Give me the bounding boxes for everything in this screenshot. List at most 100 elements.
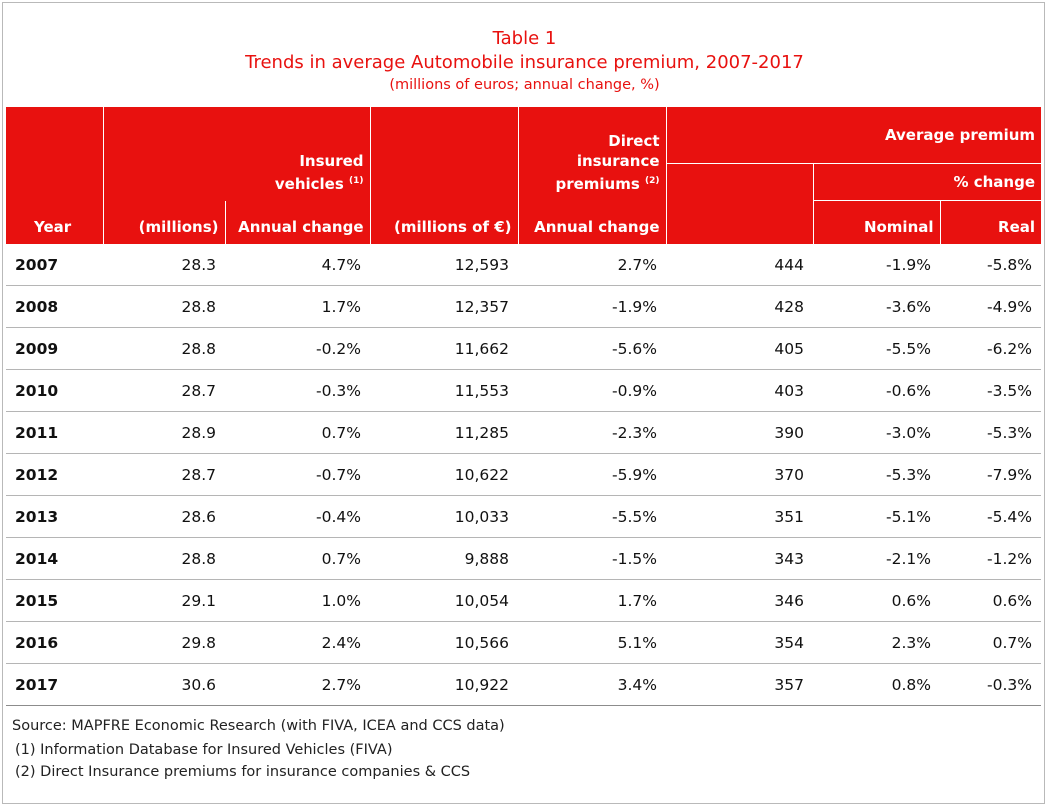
cell-year: 2010 — [6, 369, 103, 412]
cell-avg-premium: 354 — [666, 621, 814, 664]
cell-premiums: 10,566 — [370, 621, 519, 664]
cell-premiums: 12,357 — [370, 285, 519, 328]
cell-premiums: 11,285 — [370, 411, 519, 454]
cell-vehicles: 29.8 — [103, 621, 225, 664]
header-nominal: Nominal — [813, 200, 941, 244]
cell-nominal-change: 2.3% — [813, 621, 941, 664]
cell-avg-premium: 351 — [666, 495, 814, 538]
cell-real-change: -7.9% — [940, 453, 1042, 496]
cell-premiums-change: -5.9% — [518, 453, 667, 496]
cell-year: 2016 — [6, 621, 103, 664]
cell-nominal-change: 0.8% — [813, 663, 941, 706]
cell-premiums-change: 5.1% — [518, 621, 667, 664]
cell-nominal-change: -5.5% — [813, 327, 941, 370]
cell-vehicles-change: 1.7% — [225, 285, 371, 328]
table-number: Table 1 — [492, 28, 557, 49]
cell-year: 2017 — [6, 663, 103, 706]
table-row: 2008 28.8 1.7% 12,357 -1.9% 428 -3.6% -4.9% — [6, 285, 1042, 328]
cell-vehicles: 28.7 — [103, 369, 225, 412]
cell-vehicles: 28.8 — [103, 537, 225, 580]
cell-premiums-change: 2.7% — [518, 244, 667, 286]
cell-real-change: -5.3% — [940, 411, 1042, 454]
cell-vehicles-change: 1.0% — [225, 579, 371, 622]
cell-year: 2014 — [6, 537, 103, 580]
header-real: Real — [940, 200, 1042, 244]
cell-vehicles: 28.6 — [103, 495, 225, 538]
cell-real-change: -1.2% — [940, 537, 1042, 580]
cell-vehicles-change: 0.7% — [225, 537, 371, 580]
cell-premiums: 9,888 — [370, 537, 519, 580]
cell-avg-premium: 370 — [666, 453, 814, 496]
cell-premiums: 10,033 — [370, 495, 519, 538]
table-row: 2009 28.8 -0.2% 11,662 -5.6% 405 -5.5% -6.2% — [6, 327, 1042, 370]
cell-vehicles: 29.1 — [103, 579, 225, 622]
table-row: 2013 28.6 -0.4% 10,033 -5.5% 351 -5.1% -5.4% — [6, 495, 1042, 538]
cell-real-change: 0.6% — [940, 579, 1042, 622]
cell-premiums-change: -5.6% — [518, 327, 667, 370]
cell-real-change: 0.7% — [940, 621, 1042, 664]
footnote-1: (1) Information Database for Insured Veh… — [15, 742, 393, 758]
cell-real-change: -0.3% — [940, 663, 1042, 706]
cell-premiums: 10,622 — [370, 453, 519, 496]
table-title: Trends in average Automobile insurance p… — [245, 52, 804, 73]
cell-year: 2008 — [6, 285, 103, 328]
cell-vehicles-change: -0.2% — [225, 327, 371, 370]
cell-vehicles: 30.6 — [103, 663, 225, 706]
cell-year: 2011 — [6, 411, 103, 454]
cell-premiums: 10,054 — [370, 579, 519, 622]
source-note: Source: MAPFRE Economic Research (with F… — [12, 718, 505, 734]
header-millions: (millions) — [103, 200, 226, 244]
header-average-premium: Average premium — [666, 107, 1042, 164]
cell-year: 2015 — [6, 579, 103, 622]
cell-avg-premium: 405 — [666, 327, 814, 370]
cell-premiums-change: -1.9% — [518, 285, 667, 328]
table-body: 2007 28.3 4.7% 12,593 2.7% 444 -1.9% -5.8% 2008 2… — [6, 244, 1042, 706]
table-row: 2017 30.6 2.7% 10,922 3.4% 357 0.8% -0.3% — [6, 663, 1042, 706]
cell-avg-premium: 444 — [666, 244, 814, 286]
cell-premiums-change: -5.5% — [518, 495, 667, 538]
table-row: 2015 29.1 1.0% 10,054 1.7% 346 0.6% 0.6% — [6, 579, 1042, 622]
cell-year: 2013 — [6, 495, 103, 538]
table-row: 2016 29.8 2.4% 10,566 5.1% 354 2.3% 0.7% — [6, 621, 1042, 664]
cell-nominal-change: -3.0% — [813, 411, 941, 454]
cell-avg-premium: 357 — [666, 663, 814, 706]
cell-real-change: -5.8% — [940, 244, 1042, 286]
cell-vehicles-change: -0.7% — [225, 453, 371, 496]
cell-premiums-change: 1.7% — [518, 579, 667, 622]
table-notes: Source: MAPFRE Economic Research (with F… — [12, 715, 505, 782]
cell-premiums-change: -0.9% — [518, 369, 667, 412]
cell-vehicles-change: 0.7% — [225, 411, 371, 454]
cell-premiums: 12,593 — [370, 244, 519, 286]
table-row: 2010 28.7 -0.3% 11,553 -0.9% 403 -0.6% -3.5% — [6, 369, 1042, 412]
cell-avg-premium: 428 — [666, 285, 814, 328]
header-pct-change: % change — [813, 163, 1042, 201]
cell-nominal-change: 0.6% — [813, 579, 941, 622]
table-titles: Table 1 Trends in average Automobile ins… — [3, 27, 1046, 95]
header-direct-premiums: Direct insurance premiums (2) — [518, 107, 667, 201]
cell-vehicles: 28.7 — [103, 453, 225, 496]
cell-premiums-change: -2.3% — [518, 411, 667, 454]
header-in-euros-top — [666, 163, 814, 244]
cell-avg-premium: 390 — [666, 411, 814, 454]
cell-nominal-change: -5.1% — [813, 495, 941, 538]
cell-avg-premium: 343 — [666, 537, 814, 580]
cell-nominal-change: -1.9% — [813, 244, 941, 286]
cell-vehicles: 28.8 — [103, 285, 225, 328]
table-row: 2007 28.3 4.7% 12,593 2.7% 444 -1.9% -5.8% — [6, 244, 1042, 286]
header-year: Year — [6, 200, 104, 244]
cell-vehicles: 28.8 — [103, 327, 225, 370]
cell-year: 2012 — [6, 453, 103, 496]
cell-year: 2009 — [6, 327, 103, 370]
premium-table: Insured vehicles (1) Direct insurance prem… — [6, 107, 1042, 706]
footnote-2: (2) Direct Insurance premiums for insura… — [15, 764, 471, 780]
cell-real-change: -3.5% — [940, 369, 1042, 412]
cell-year: 2007 — [6, 244, 103, 286]
cell-vehicles: 28.9 — [103, 411, 225, 454]
table-row: 2014 28.8 0.7% 9,888 -1.5% 343 -2.1% -1.2% — [6, 537, 1042, 580]
header-millions-eur: (millions of €) — [370, 200, 519, 244]
table-row: 2011 28.9 0.7% 11,285 -2.3% 390 -3.0% -5.3% — [6, 411, 1042, 454]
cell-nominal-change: -0.6% — [813, 369, 941, 412]
cell-vehicles-change: -0.4% — [225, 495, 371, 538]
cell-premiums-change: -1.5% — [518, 537, 667, 580]
